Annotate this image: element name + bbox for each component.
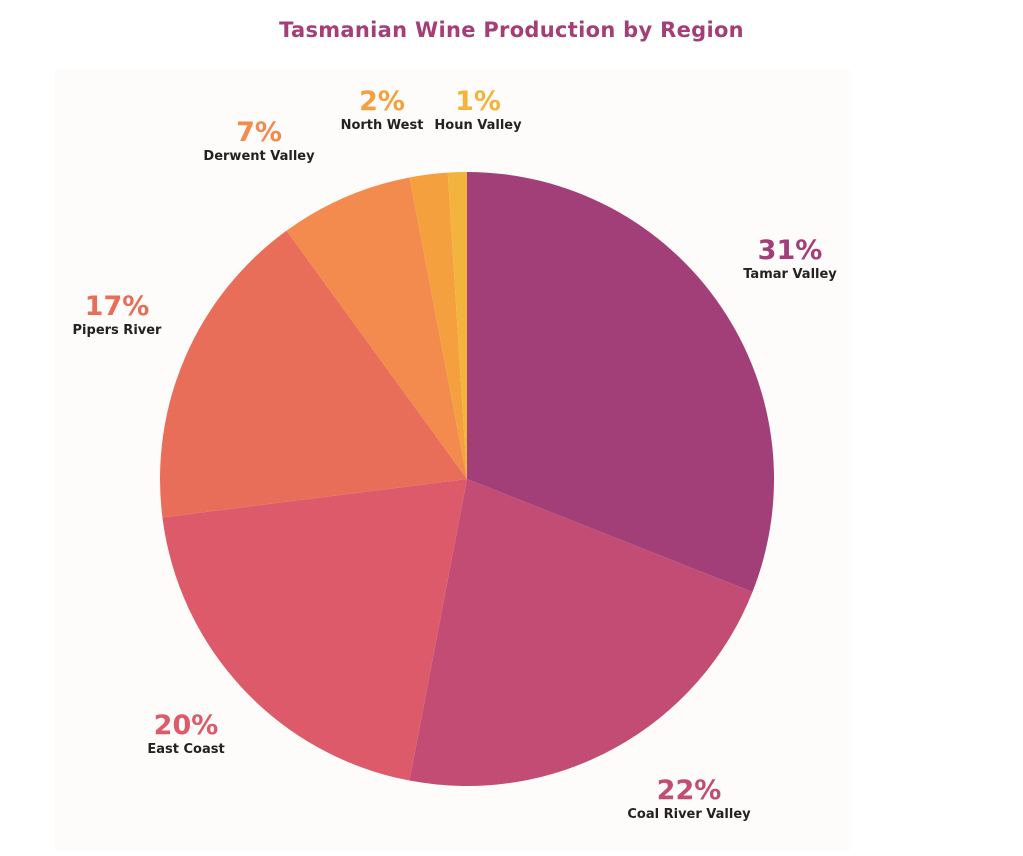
pie-slice-north-west (409, 172, 467, 480)
slice-percent: 7% (236, 117, 282, 148)
pie-slice-derwent-valley (286, 177, 467, 480)
slice-name: East Coast (147, 742, 225, 757)
slice-name: North West (340, 118, 424, 133)
slice-percent: 20% (153, 710, 219, 741)
slice-name: Coal River Valley (627, 807, 751, 822)
slice-name: Tamar Valley (743, 267, 837, 282)
slice-label-tamar-valley: 31% Tamar Valley (743, 236, 837, 284)
slice-label-east-coast: 20% East Coast (147, 711, 224, 759)
slice-percent: 2% (359, 86, 405, 117)
slice-name: Pipers River (72, 323, 162, 338)
slice-percent: 31% (757, 235, 823, 266)
pie-slice-tamar-valley (467, 172, 774, 593)
chart-title: Tasmanian Wine Production by Region (279, 18, 744, 42)
slice-name: Derwent Valley (203, 149, 315, 164)
slice-label-north-west: 2% North West (341, 87, 424, 135)
slice-label-pipers-river: 17% Pipers River (73, 292, 162, 340)
slice-label-coal-river-valley: 22% Coal River Valley (627, 776, 750, 824)
slice-percent: 22% (656, 775, 722, 806)
pie-slice-coal-river-valley (409, 479, 753, 786)
slice-label-houn-valley: 1% Houn Valley (434, 87, 521, 135)
slice-name: Houn Valley (434, 118, 522, 133)
pie-slice-east-coast (162, 479, 468, 781)
pie-slice-houn-valley (447, 172, 467, 479)
slice-percent: 1% (455, 86, 501, 117)
slice-percent: 17% (84, 291, 150, 322)
slice-label-derwent-valley: 7% Derwent Valley (203, 118, 314, 166)
pie-slice-pipers-river (160, 230, 467, 518)
